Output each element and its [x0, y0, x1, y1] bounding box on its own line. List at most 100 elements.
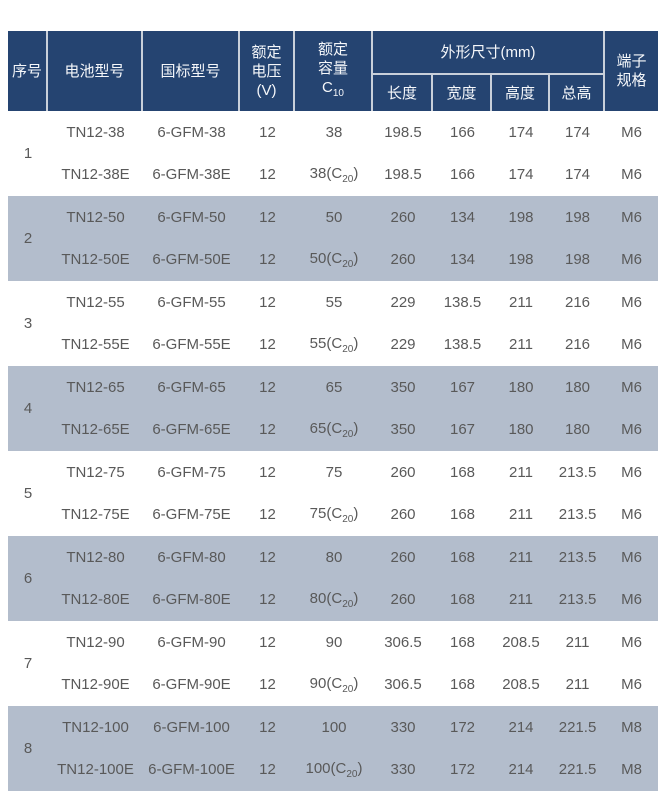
cell-width: 134: [433, 238, 492, 281]
cell-length: 306.5: [384, 633, 422, 651]
col-subheader-dim-0: 长度: [373, 75, 433, 111]
cell-height: 208.5: [502, 676, 540, 694]
cell-std: 6-GFM-80: [143, 536, 240, 579]
cell-height: 198: [492, 196, 550, 239]
cell-model: TN12-75E: [61, 506, 130, 524]
cell-total: 211: [565, 676, 590, 694]
cell-length: 260: [373, 578, 433, 621]
cell-serial-no: 4: [8, 366, 48, 451]
table-header: 序号 电池型号 国标型号 额定 电压 (V) 额定 容量 C10 外形尺寸(mm) 端…: [8, 31, 659, 111]
cell-height: 211: [509, 463, 533, 481]
table-row: 7 TN12-90 6-GFM-90 12 90 306.5 168 208.5 211 M6: [8, 621, 658, 672]
cell-std: 6-GFM-100: [143, 706, 240, 749]
cell-voltage: 12: [240, 238, 295, 281]
cell-capacity: 80: [295, 536, 373, 579]
cell-height: 211: [492, 578, 550, 621]
cell-terminal: M6: [621, 463, 642, 481]
cell-length: 260: [373, 536, 433, 579]
cell-width: 168: [433, 536, 492, 579]
cell-width: 168: [449, 506, 476, 524]
cell-model: TN12-80: [48, 536, 143, 579]
table-row: TN12-65E 6-GFM-65E 12 65(C20) 350 167 180 180 M6: [8, 408, 659, 451]
cell-terminal: M6: [621, 166, 642, 184]
rated-capacity-label: 额定 容量: [317, 40, 348, 77]
cell-model: TN12-90: [66, 633, 125, 651]
table-row: TN12-55E 6-GFM-55E 12 55(C20) 229 138.5 211 216…: [8, 324, 658, 367]
cell-terminal: M6: [605, 366, 659, 409]
cell-std: 6-GFM-50: [143, 196, 240, 239]
cell-serial-no: 5: [23, 485, 33, 502]
cell-std: 6-GFM-90E: [152, 676, 231, 694]
cell-terminal: M6: [605, 238, 659, 281]
cell-capacity: 38(C20): [309, 164, 359, 185]
table-row: TN12-100E 6-GFM-100E 12 100(C20) 330 172 214 22…: [8, 748, 659, 791]
cell-length: 229: [390, 293, 416, 311]
cell-terminal: M6: [621, 123, 642, 141]
table-row: TN12-75E 6-GFM-75E 12 75(C20) 260 168 211 213.5…: [8, 494, 658, 537]
cell-length: 330: [373, 706, 433, 749]
cell-height: 174: [508, 123, 534, 141]
cell-total: 213.5: [550, 536, 606, 579]
cell-height: 208.5: [502, 633, 540, 651]
cell-voltage: 12: [259, 633, 276, 651]
cell-std: 6-GFM-90: [157, 633, 226, 651]
cell-std: 6-GFM-50E: [143, 238, 240, 281]
cell-voltage: 12: [240, 706, 295, 749]
cell-capacity: 75(C20): [309, 504, 359, 525]
cell-capacity: 55(C20): [309, 334, 359, 355]
cell-width: 172: [433, 748, 492, 791]
cell-width: 138.5: [443, 293, 482, 311]
cell-terminal: M6: [621, 633, 642, 651]
cell-terminal: M6: [621, 336, 642, 354]
cell-height: 180: [492, 366, 550, 409]
cell-serial-no: 2: [8, 196, 48, 281]
cell-terminal: M6: [621, 676, 642, 694]
cell-width: 168: [433, 578, 492, 621]
cell-model: TN12-55E: [61, 336, 130, 354]
cell-height: 211: [509, 293, 533, 311]
cell-length: 260: [390, 506, 416, 524]
cell-total: 216: [565, 336, 591, 354]
cell-length: 350: [373, 366, 433, 409]
cell-terminal: M6: [621, 293, 642, 311]
cell-model: TN12-38E: [61, 166, 130, 184]
col-header-dimensions-group: 外形尺寸(mm): [373, 31, 606, 75]
cell-length: 229: [390, 336, 416, 354]
cell-height: 180: [492, 408, 550, 451]
cell-capacity: 75: [325, 463, 343, 481]
cell-total: 213.5: [558, 506, 597, 524]
cell-length: 350: [373, 408, 433, 451]
cell-height: 214: [492, 706, 550, 749]
cell-total: 213.5: [550, 578, 606, 621]
cell-model: TN12-50E: [48, 238, 143, 281]
cell-terminal: M8: [605, 706, 659, 749]
cell-model: TN12-90E: [61, 676, 130, 694]
cell-width: 168: [449, 463, 476, 481]
cell-width: 168: [449, 676, 476, 694]
cell-voltage: 12: [240, 366, 295, 409]
cell-terminal: M6: [621, 506, 642, 524]
cell-length: 260: [373, 196, 433, 239]
cell-model: TN12-65E: [48, 408, 143, 451]
cell-total: 174: [565, 123, 591, 141]
cell-total: 180: [550, 366, 606, 409]
cell-total: 221.5: [550, 748, 606, 791]
col-subheader-dim-2: 高度: [492, 75, 550, 111]
table-row: TN12-38E 6-GFM-38E 12 38(C20) 198.5 166 174 174…: [8, 154, 658, 197]
col-header-terminal-spec: 端子 规格: [605, 31, 659, 111]
battery-spec-table: 序号 电池型号 国标型号 额定 电压 (V) 额定 容量 C10 外形尺寸(mm) 端…: [8, 31, 659, 791]
cell-serial-no: 3: [23, 315, 33, 332]
cell-std: 6-GFM-38E: [152, 166, 231, 184]
col-header-battery-model: 电池型号: [48, 31, 143, 111]
cell-std: 6-GFM-75: [157, 463, 226, 481]
cell-serial-no: 8: [8, 706, 48, 791]
cell-std: 6-GFM-80E: [143, 578, 240, 621]
cell-model: TN12-100E: [48, 748, 143, 791]
cell-width: 138.5: [443, 336, 482, 354]
cell-height: 211: [509, 336, 533, 354]
cell-total: 211: [565, 633, 590, 651]
cell-height: 211: [509, 506, 533, 524]
cell-width: 167: [433, 408, 492, 451]
cell-std: 6-GFM-100E: [143, 748, 240, 791]
col-header-rated-capacity: 额定 容量 C10: [295, 31, 373, 111]
